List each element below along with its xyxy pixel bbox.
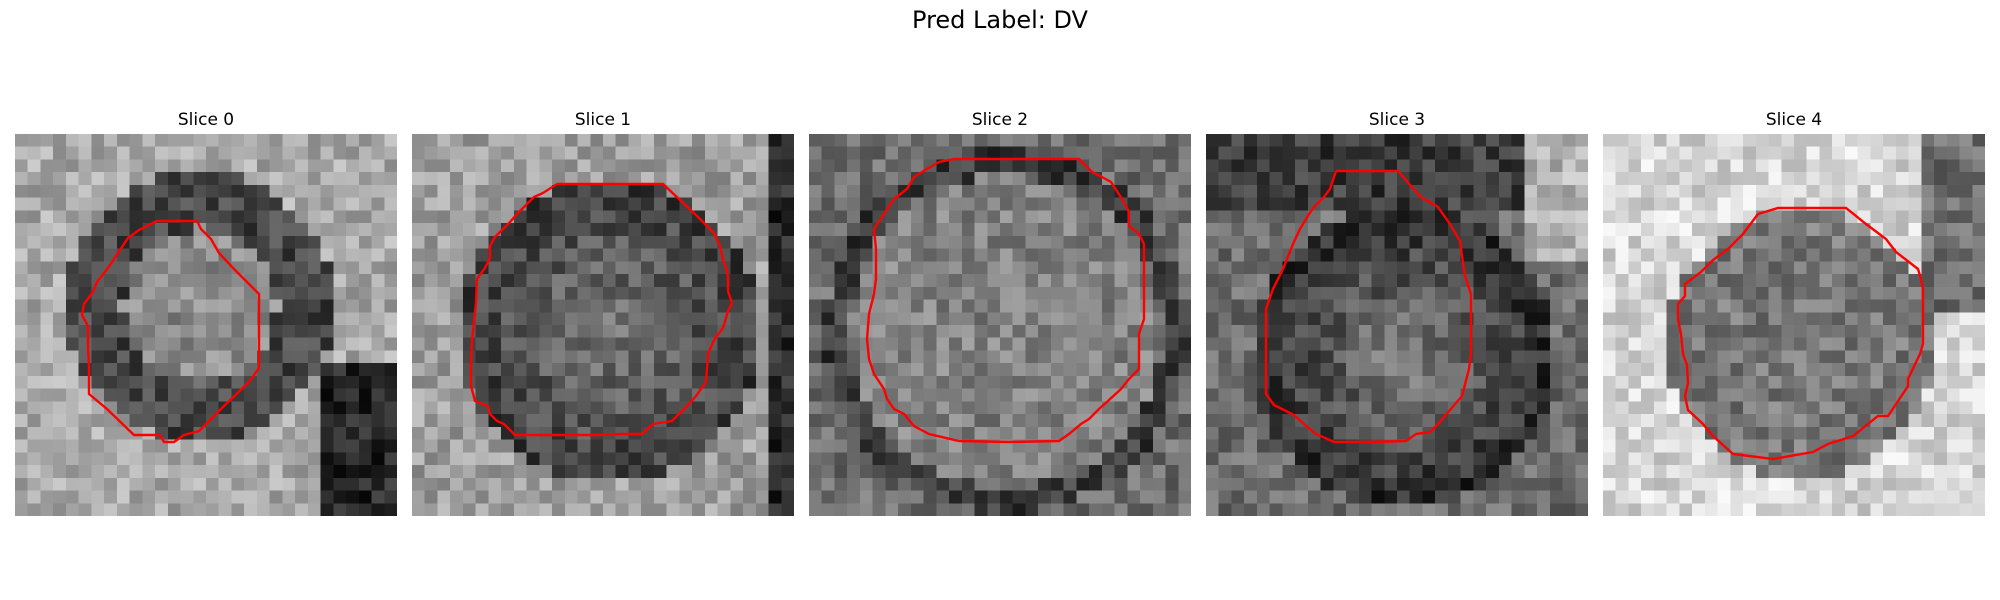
- grayscale-image-slice-3: [1206, 134, 1588, 516]
- segmentation-contour: [1676, 206, 1925, 461]
- grayscale-image-slice-2: [809, 134, 1191, 516]
- slice-image: [1603, 134, 1985, 516]
- contour-outline: [1676, 206, 1925, 461]
- slice-panel-2: Slice 2: [809, 108, 1191, 516]
- slice-title: Slice 1: [574, 110, 632, 130]
- slice-title: Slice 0: [177, 110, 235, 130]
- slice-panel-4: Slice 4: [1603, 108, 1985, 516]
- segmentation-contour: [80, 219, 261, 444]
- segmentation-contour: [865, 157, 1146, 444]
- slice-panel-3: Slice 3: [1206, 108, 1588, 516]
- segmentation-contour: [469, 182, 734, 437]
- grayscale-image-slice-1: [412, 134, 794, 516]
- slice-image: [1206, 134, 1588, 516]
- contour-outline: [865, 157, 1146, 444]
- figure-title: Pred Label: DV: [912, 6, 1088, 34]
- slice-image: [15, 134, 397, 516]
- contour-outline: [469, 182, 734, 437]
- slice-image: [809, 134, 1191, 516]
- slice-panel-1: Slice 1: [412, 108, 794, 516]
- slice-title: Slice 2: [971, 110, 1029, 130]
- contour-outline: [1264, 169, 1473, 444]
- slice-panel-0: Slice 0: [15, 108, 397, 516]
- grayscale-image-slice-4: [1603, 134, 1985, 516]
- slice-title: Slice 4: [1765, 110, 1823, 130]
- slice-title: Slice 3: [1368, 110, 1426, 130]
- segmentation-contour: [1264, 169, 1473, 444]
- slice-image: [412, 134, 794, 516]
- contour-outline: [80, 219, 261, 444]
- grayscale-image-slice-0: [15, 134, 397, 516]
